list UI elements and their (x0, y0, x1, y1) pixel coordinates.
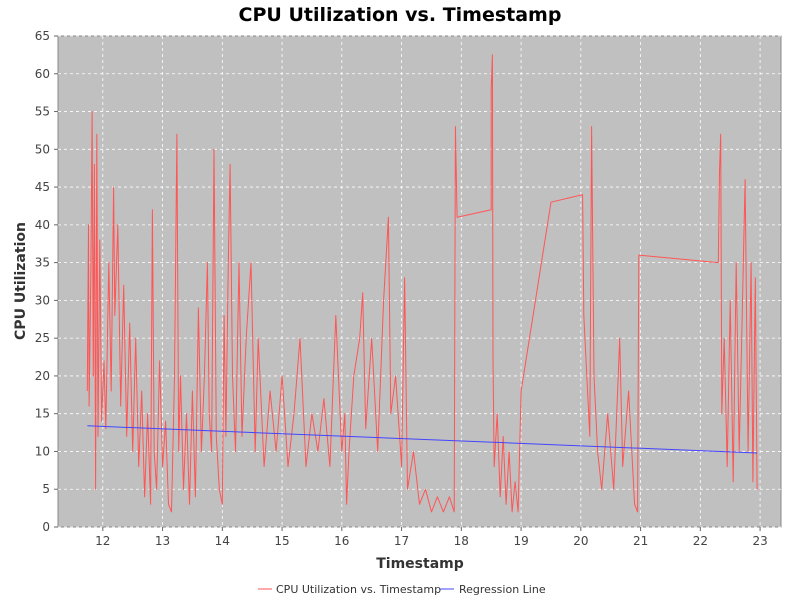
y-axis-label: CPU Utilization (13, 222, 29, 340)
x-tick-label: 16 (334, 534, 349, 548)
y-tick-label: 5 (42, 482, 50, 496)
y-tick-label: 25 (35, 331, 50, 345)
y-tick-label: 10 (35, 444, 50, 458)
y-tick-label: 50 (35, 142, 50, 156)
y-tick-label: 65 (35, 29, 50, 43)
y-tick-label: 30 (35, 293, 50, 307)
y-tick-label: 60 (35, 67, 50, 81)
legend: CPU Utilization vs. Timestamp Regression… (258, 583, 546, 596)
x-tick-label: 15 (274, 534, 289, 548)
x-axis-label: Timestamp (376, 556, 464, 572)
y-tick-label: 35 (35, 256, 50, 270)
x-tick-label: 22 (693, 534, 708, 548)
series-line-cpu-utilization (86, 54, 758, 513)
x-tick-label: 18 (454, 534, 469, 548)
y-tick-label: 20 (35, 369, 50, 383)
chart-title: CPU Utilization vs. Timestamp (239, 4, 562, 26)
x-tick-label: 13 (155, 534, 170, 548)
x-tick-label: 12 (95, 534, 110, 548)
x-tick-label: 21 (633, 534, 648, 548)
y-tick-label: 15 (35, 407, 50, 421)
y-tick-label: 40 (35, 218, 50, 232)
x-tick-label: 20 (573, 534, 588, 548)
x-tick-label: 17 (394, 534, 409, 548)
legend-label-cpu: CPU Utilization vs. Timestamp (276, 583, 441, 596)
x-axis-ticks: 12 13 14 15 16 17 18 19 20 21 22 23 (95, 527, 768, 548)
legend-label-regression: Regression Line (459, 583, 546, 596)
y-axis-ticks: 0 5 10 15 20 25 30 35 40 45 50 55 60 65 (35, 29, 58, 534)
x-tick-label: 19 (513, 534, 528, 548)
series-layer (86, 54, 758, 513)
y-tick-label: 45 (35, 180, 50, 194)
x-tick-label: 14 (215, 534, 230, 548)
y-tick-label: 0 (42, 520, 50, 534)
y-tick-label: 55 (35, 105, 50, 119)
series-line-regression (87, 425, 758, 454)
x-tick-label: 23 (752, 534, 767, 548)
